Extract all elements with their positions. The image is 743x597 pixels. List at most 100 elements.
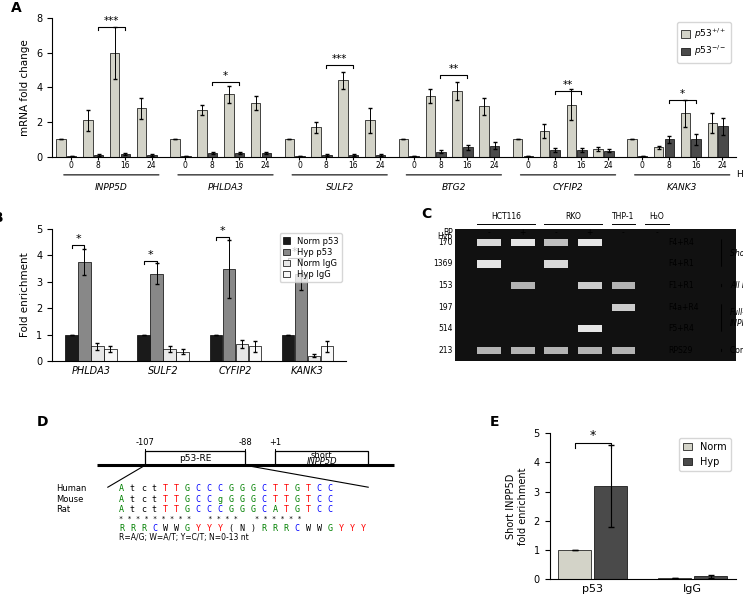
Text: *: * bbox=[589, 429, 596, 442]
Text: * * * * * * * * *    * * * *    * * * * * *: * * * * * * * * * * * * * * * * * * * bbox=[119, 516, 302, 522]
Bar bbox=[56, 140, 65, 157]
Text: BTG2: BTG2 bbox=[441, 183, 466, 192]
Text: C: C bbox=[317, 484, 322, 493]
Text: D: D bbox=[37, 415, 48, 429]
Bar bbox=[477, 239, 501, 246]
Bar bbox=[654, 147, 663, 157]
Text: G: G bbox=[294, 495, 299, 504]
Text: G: G bbox=[240, 484, 244, 493]
Text: T: T bbox=[163, 495, 168, 504]
Text: T: T bbox=[163, 484, 168, 493]
Bar bbox=[452, 91, 462, 157]
Text: T: T bbox=[174, 495, 179, 504]
Bar bbox=[262, 153, 271, 157]
Text: G: G bbox=[240, 495, 244, 504]
Text: G: G bbox=[250, 505, 256, 514]
Text: 170: 170 bbox=[438, 238, 452, 247]
Text: KANK3: KANK3 bbox=[667, 183, 698, 192]
Text: BP: BP bbox=[443, 228, 452, 237]
Bar bbox=[524, 156, 533, 157]
Text: F5+R4: F5+R4 bbox=[668, 324, 694, 333]
Text: F4+R1: F4+R1 bbox=[668, 259, 694, 269]
Bar bbox=[208, 153, 218, 157]
Bar bbox=[170, 140, 180, 157]
Text: G: G bbox=[185, 495, 189, 504]
Text: C: C bbox=[262, 495, 267, 504]
Bar bbox=[463, 147, 473, 157]
Text: 153: 153 bbox=[438, 281, 452, 290]
Text: R: R bbox=[284, 524, 288, 533]
Bar bbox=[223, 269, 235, 361]
Text: C: C bbox=[317, 505, 322, 514]
Text: G: G bbox=[240, 505, 244, 514]
Text: A: A bbox=[273, 505, 278, 514]
Bar bbox=[120, 154, 130, 157]
Text: C: C bbox=[207, 495, 212, 504]
Text: 197: 197 bbox=[438, 303, 452, 312]
Text: T: T bbox=[305, 484, 311, 493]
Text: T: T bbox=[284, 505, 288, 514]
Text: RKO: RKO bbox=[565, 212, 581, 221]
Text: C: C bbox=[196, 484, 201, 493]
Bar bbox=[510, 282, 534, 289]
Bar bbox=[295, 156, 305, 157]
Bar bbox=[692, 140, 701, 157]
Text: *: * bbox=[75, 234, 81, 244]
Text: C: C bbox=[207, 505, 212, 514]
Bar bbox=[322, 155, 331, 157]
Text: G: G bbox=[185, 484, 189, 493]
Text: +1: +1 bbox=[269, 438, 282, 447]
Bar bbox=[176, 352, 189, 361]
Text: t: t bbox=[130, 484, 135, 493]
Bar bbox=[308, 356, 320, 361]
Text: *: * bbox=[223, 71, 228, 81]
Text: -: - bbox=[656, 228, 658, 237]
Y-axis label: Short INPP5D
fold enrichment: Short INPP5D fold enrichment bbox=[507, 467, 528, 545]
Text: W: W bbox=[174, 524, 179, 533]
Text: Hyp (h): Hyp (h) bbox=[737, 170, 743, 179]
Y-axis label: mRNA fold change: mRNA fold change bbox=[21, 39, 30, 136]
Text: *: * bbox=[291, 247, 297, 257]
Bar bbox=[510, 239, 534, 246]
Text: All INPP5D: All INPP5D bbox=[730, 281, 743, 290]
Text: CYFIP2: CYFIP2 bbox=[553, 183, 583, 192]
Text: -88: -88 bbox=[239, 438, 253, 447]
Legend: $p53^{+/+}$, $p53^{-/-}$: $p53^{+/+}$, $p53^{-/-}$ bbox=[677, 23, 731, 63]
Text: T: T bbox=[273, 495, 278, 504]
Text: T: T bbox=[305, 495, 311, 504]
Text: R: R bbox=[130, 524, 135, 533]
Bar bbox=[137, 108, 146, 157]
Text: G: G bbox=[229, 505, 234, 514]
Bar bbox=[236, 344, 247, 361]
Legend: Norm p53, Hyp p53, Norm IgG, Hyp IgG: Norm p53, Hyp p53, Norm IgG, Hyp IgG bbox=[279, 233, 342, 282]
Text: Human: Human bbox=[56, 484, 86, 493]
Bar bbox=[251, 103, 260, 157]
Text: INPP5D: INPP5D bbox=[306, 457, 337, 466]
Text: T: T bbox=[305, 505, 311, 514]
Bar bbox=[94, 155, 103, 157]
Bar bbox=[110, 53, 120, 157]
Text: c: c bbox=[141, 484, 146, 493]
Text: C: C bbox=[328, 484, 332, 493]
Text: Short INPP5D: Short INPP5D bbox=[730, 248, 743, 257]
Text: 514: 514 bbox=[438, 324, 452, 333]
Text: c: c bbox=[141, 495, 146, 504]
Bar bbox=[637, 156, 647, 157]
Bar bbox=[477, 347, 501, 354]
Bar bbox=[197, 110, 207, 157]
Bar bbox=[282, 334, 294, 361]
Text: Y: Y bbox=[196, 524, 201, 533]
Bar bbox=[320, 346, 333, 361]
Text: C: C bbox=[294, 524, 299, 533]
Text: Y: Y bbox=[207, 524, 212, 533]
Text: F4+R4: F4+R4 bbox=[668, 238, 694, 247]
Text: B: B bbox=[0, 211, 4, 225]
Bar bbox=[578, 282, 602, 289]
Bar bbox=[545, 260, 568, 267]
Bar bbox=[83, 121, 93, 157]
Bar bbox=[567, 104, 576, 157]
Bar bbox=[365, 121, 374, 157]
Bar bbox=[67, 156, 77, 157]
Text: ***: *** bbox=[103, 16, 119, 26]
Text: t: t bbox=[152, 495, 157, 504]
